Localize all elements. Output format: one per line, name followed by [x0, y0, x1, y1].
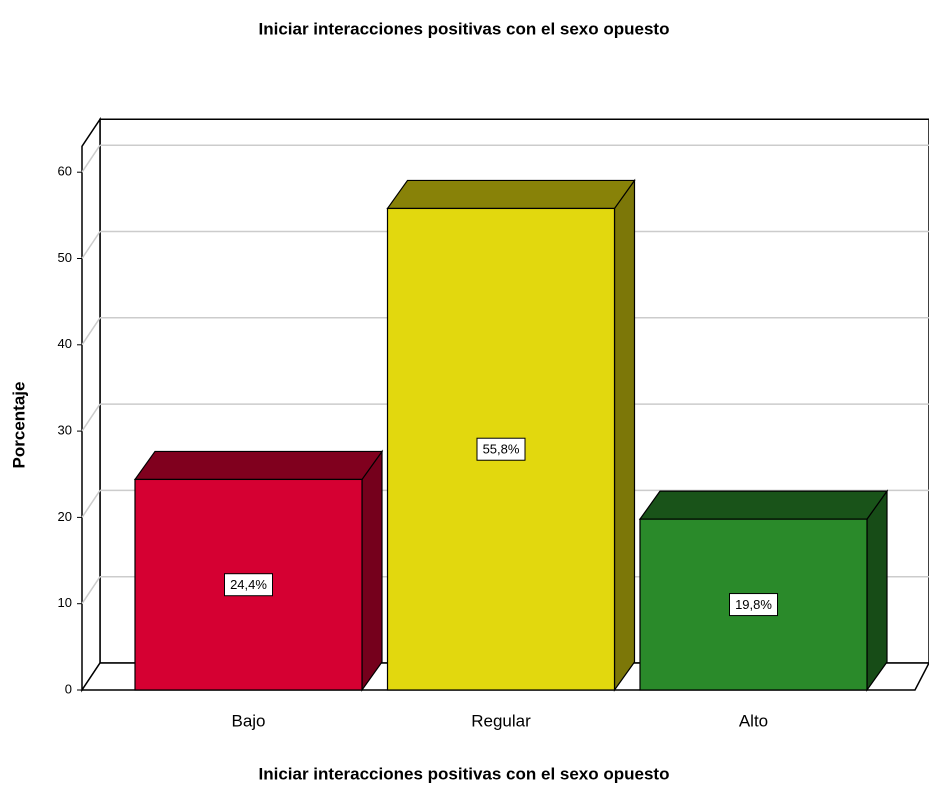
grid-line: [81, 231, 101, 259]
grid-line: [81, 144, 101, 173]
grid-line: [81, 576, 101, 605]
y-tick-label: 30: [58, 423, 72, 438]
y-tick-label: 60: [58, 164, 72, 179]
bar-side: [613, 178, 636, 692]
y-tick-label: 20: [58, 509, 72, 524]
x-axis-label: Iniciar interacciones positivas con el s…: [259, 764, 670, 783]
y-tick-label: 40: [58, 336, 72, 351]
value-label-box: [224, 573, 273, 597]
x-tick-label: Alto: [739, 711, 768, 730]
value-label-box: [729, 593, 778, 617]
bar-side: [361, 449, 383, 692]
chart-title: Iniciar interacciones positivas con el s…: [259, 19, 670, 38]
y-tick-label: 10: [58, 595, 72, 610]
bar-top: [386, 179, 636, 210]
y-tick-label: 50: [58, 250, 72, 265]
value-label-box: [476, 437, 526, 461]
value-label: 19,8%: [735, 597, 772, 612]
x-tick-label: Regular: [471, 711, 531, 730]
grid-line: [81, 489, 101, 518]
value-label: 55,8%: [483, 442, 520, 457]
y-tick-label: 0: [65, 681, 72, 696]
bar-top: [638, 490, 889, 520]
left-wall: [81, 116, 101, 693]
x-tick-label: Bajo: [231, 711, 265, 730]
value-label: 24,4%: [230, 577, 267, 592]
bar-top: [133, 450, 384, 481]
bar-side: [866, 489, 888, 692]
grid-line: [81, 403, 101, 432]
y-axis-label: Porcentaje: [9, 382, 28, 469]
grid-line: [81, 317, 101, 346]
